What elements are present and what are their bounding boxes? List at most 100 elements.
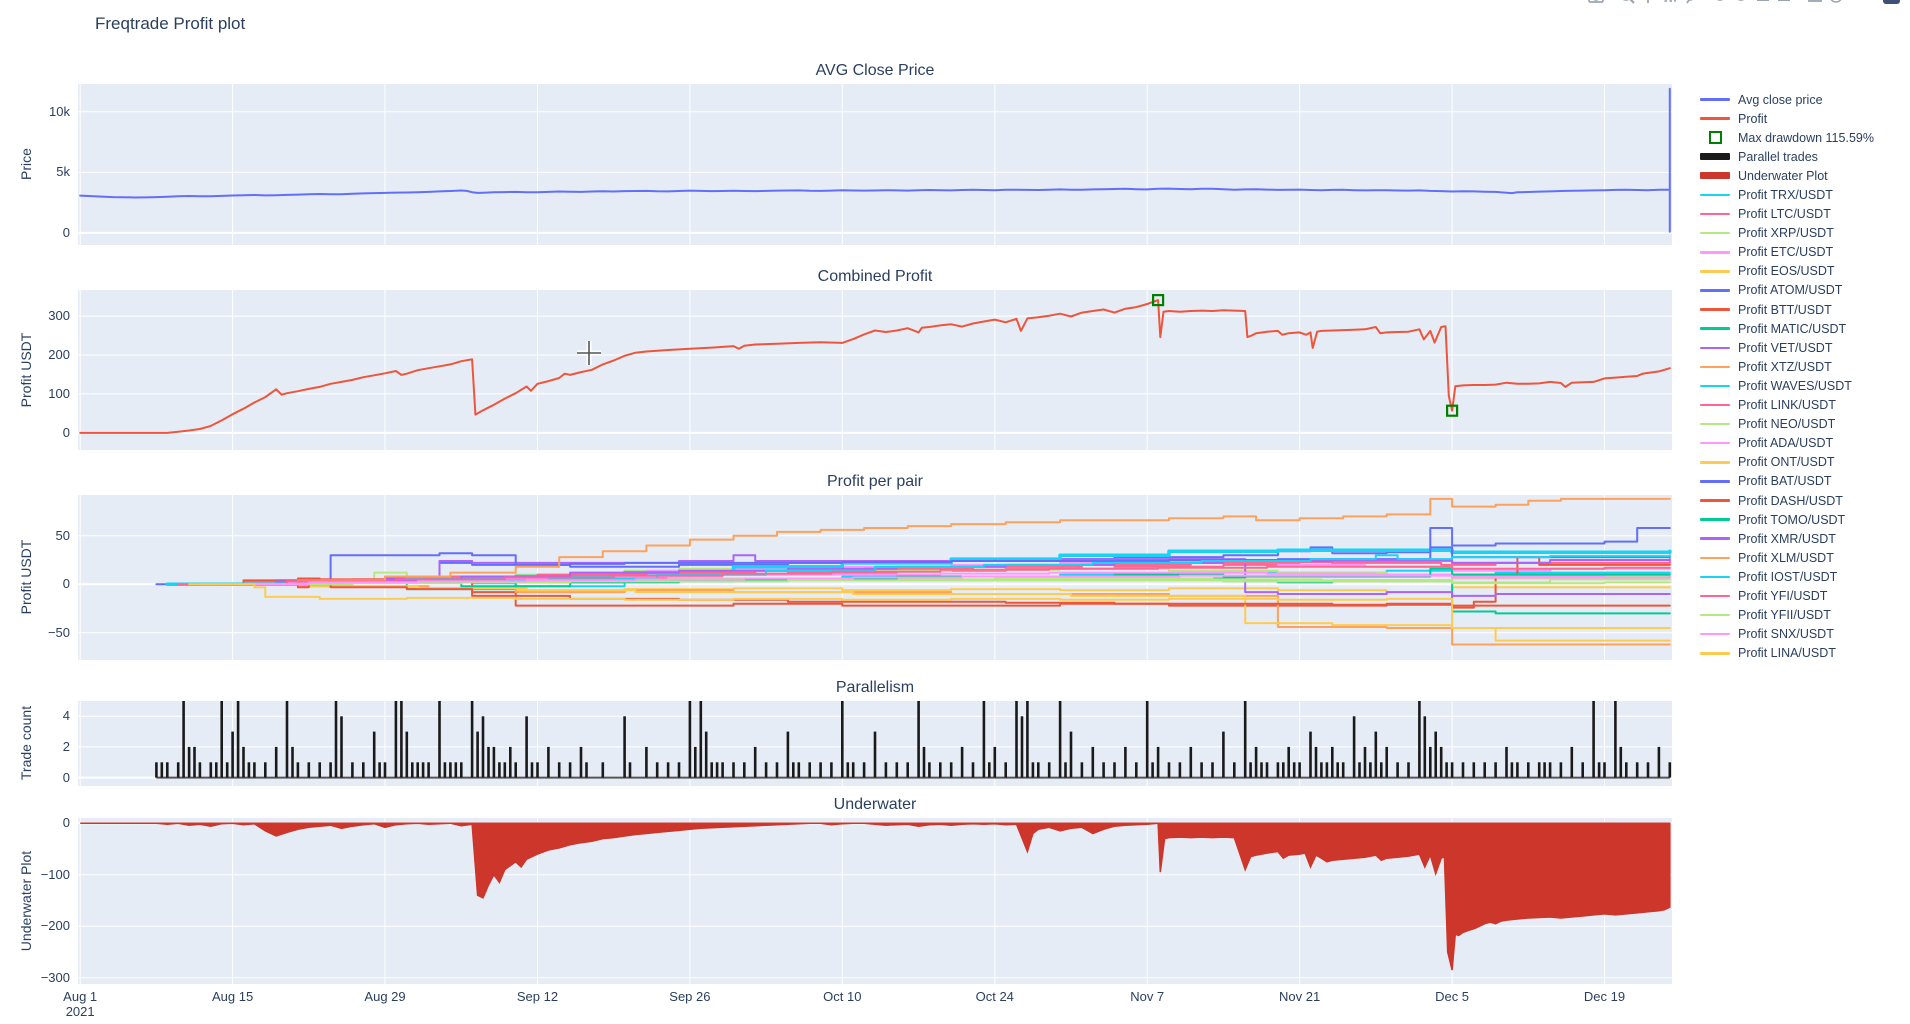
legend-label: Profit BTT/USDT [1738, 302, 1832, 317]
hover-closest-icon[interactable] [1827, 0, 1845, 5]
y-tick-label: −50 [47, 624, 70, 640]
subplot-title-avg-close: AVG Close Price [815, 62, 935, 79]
legend-item-profit-iost-usdt[interactable]: Profit IOST/USDT [1700, 567, 1905, 586]
y-tick-label: 0 [62, 769, 70, 785]
legend-item-profit-yfi-usdt[interactable]: Profit YFI/USDT [1700, 586, 1905, 605]
legend-label: Profit LINK/USDT [1738, 398, 1836, 413]
line-swatch-icon [1700, 193, 1730, 197]
reset-axes-icon[interactable] [1775, 0, 1793, 5]
legend-item-profit-waves-usdt[interactable]: Profit WAVES/USDT [1700, 376, 1905, 395]
download-plot-icon[interactable] [1587, 0, 1605, 5]
legend-item-profit-xlm-usdt[interactable]: Profit XLM/USDT [1700, 548, 1905, 567]
zoom-in-icon[interactable] [1712, 0, 1730, 5]
legend-label: Profit BAT/USDT [1738, 474, 1832, 489]
legend-label: Profit IOST/USDT [1738, 569, 1838, 584]
line-swatch-icon [1700, 270, 1730, 273]
subplot-avg-close-price[interactable] [78, 84, 1672, 245]
legend-label: Profit YFI/USDT [1738, 588, 1828, 603]
legend-label: Profit SNX/USDT [1738, 627, 1834, 642]
plotly-logo[interactable] [1883, 0, 1900, 4]
legend-label: Profit LINA/USDT [1738, 646, 1836, 661]
line-swatch-icon [1700, 346, 1730, 350]
line-swatch-icon [1700, 327, 1730, 330]
legend-item-avg-close-price[interactable]: Avg close price [1700, 90, 1905, 109]
legend-item-profit-xmr-usdt[interactable]: Profit XMR/USDT [1700, 529, 1905, 548]
zoom-icon[interactable] [1618, 0, 1636, 5]
legend-item-profit-vet-usdt[interactable]: Profit VET/USDT [1700, 338, 1905, 357]
y-tick-label: 0 [62, 576, 70, 592]
legend-item-profit-link-usdt[interactable]: Profit LINK/USDT [1700, 396, 1905, 415]
page-title: Freqtrade Profit plot [95, 14, 246, 33]
legend-label: Profit ADA/USDT [1738, 436, 1834, 451]
pan-icon[interactable] [1639, 0, 1657, 5]
subplot-profit-per-pair[interactable] [78, 495, 1672, 660]
legend-label: Profit ATOM/USDT [1738, 283, 1843, 298]
legend-item-profit-tomo-usdt[interactable]: Profit TOMO/USDT [1700, 510, 1905, 529]
line-swatch-icon [1700, 594, 1730, 598]
legend-item-profit-ada-usdt[interactable]: Profit ADA/USDT [1700, 434, 1905, 453]
legend-item-profit-etc-usdt[interactable]: Profit ETC/USDT [1700, 243, 1905, 262]
legend-item-profit-btt-usdt[interactable]: Profit BTT/USDT [1700, 300, 1905, 319]
subplot-title-underwater: Underwater [833, 796, 917, 813]
subplot-title-combined-profit: Combined Profit [817, 268, 933, 285]
y-tick-label: 50 [55, 527, 70, 543]
legend-item-profit-snx-usdt[interactable]: Profit SNX/USDT [1700, 625, 1905, 644]
subplot-underwater[interactable] [78, 818, 1672, 984]
subplot-parallelism[interactable] [78, 701, 1672, 786]
x-tick-label: Nov 21 [1279, 989, 1321, 1004]
box-select-icon[interactable] [1660, 0, 1678, 5]
line-swatch-icon [1700, 632, 1730, 636]
hover-compare-icon[interactable] [1848, 0, 1866, 5]
y-tick-label: 200 [48, 347, 70, 362]
legend-item-profit-dash-usdt[interactable]: Profit DASH/USDT [1700, 491, 1905, 510]
line-swatch-icon [1700, 441, 1730, 445]
autoscale-icon[interactable] [1754, 0, 1772, 5]
line-swatch-icon [1700, 289, 1730, 292]
toggle-spikelines-icon[interactable] [1806, 0, 1824, 5]
line-swatch-icon [1700, 422, 1730, 426]
legend-item-profit-eos-usdt[interactable]: Profit EOS/USDT [1700, 262, 1905, 281]
line-swatch-icon [1700, 575, 1730, 579]
legend-label: Profit XMR/USDT [1738, 531, 1836, 546]
x-tick-label: Nov 7 [1130, 989, 1165, 1004]
legend-label: Profit NEO/USDT [1738, 417, 1836, 432]
legend-label: Profit MATIC/USDT [1738, 321, 1847, 336]
y-tick-label: 4 [62, 708, 70, 724]
legend: Avg close price Profit Max drawdown 115.59… [1700, 90, 1905, 663]
line-swatch-icon [1700, 98, 1730, 101]
plotly-modebar [1587, 0, 1900, 5]
legend-item-profit-bat-usdt[interactable]: Profit BAT/USDT [1700, 472, 1905, 491]
subplot-combined-profit[interactable] [78, 290, 1672, 450]
legend-label: Profit XLM/USDT [1738, 550, 1834, 565]
line-swatch-icon [1700, 537, 1730, 540]
legend-item-profit-neo-usdt[interactable]: Profit NEO/USDT [1700, 415, 1905, 434]
y-tick-label: −300 [40, 969, 70, 985]
legend-item-underwater-plot[interactable]: Underwater Plot [1700, 166, 1905, 185]
legend-item-parallel-trades[interactable]: Parallel trades [1700, 147, 1905, 166]
legend-label: Max drawdown 115.59% [1738, 130, 1874, 145]
line-swatch-icon [1700, 480, 1730, 483]
x-tick-label: Oct 24 [975, 989, 1014, 1004]
legend-item-profit-ont-usdt[interactable]: Profit ONT/USDT [1700, 453, 1905, 472]
legend-label: Profit YFII/USDT [1738, 608, 1831, 623]
y-tick-label: −200 [40, 918, 70, 934]
legend-item-max-drawdown-115-59-[interactable]: Max drawdown 115.59% [1700, 128, 1905, 147]
legend-item-profit-ltc-usdt[interactable]: Profit LTC/USDT [1700, 205, 1905, 224]
legend-item-profit-matic-usdt[interactable]: Profit MATIC/USDT [1700, 319, 1905, 338]
lasso-select-icon[interactable] [1681, 0, 1699, 5]
legend-label: Profit ETC/USDT [1738, 245, 1834, 260]
legend-item-profit-yfii-usdt[interactable]: Profit YFII/USDT [1700, 606, 1905, 625]
legend-item-profit-atom-usdt[interactable]: Profit ATOM/USDT [1700, 281, 1905, 300]
y-tick-label: 0 [62, 224, 70, 240]
legend-label: Profit XRP/USDT [1738, 226, 1834, 241]
line-swatch-icon [1700, 308, 1730, 311]
zoom-out-icon[interactable] [1733, 0, 1751, 5]
line-swatch-icon [1700, 384, 1730, 388]
legend-label: Profit LTC/USDT [1738, 207, 1831, 222]
legend-item-profit-xtz-usdt[interactable]: Profit XTZ/USDT [1700, 357, 1905, 376]
legend-item-profit-xrp-usdt[interactable]: Profit XRP/USDT [1700, 224, 1905, 243]
legend-item-profit-lina-usdt[interactable]: Profit LINA/USDT [1700, 644, 1905, 663]
legend-item-profit-trx-usdt[interactable]: Profit TRX/USDT [1700, 185, 1905, 204]
legend-item-profit[interactable]: Profit [1700, 109, 1905, 128]
